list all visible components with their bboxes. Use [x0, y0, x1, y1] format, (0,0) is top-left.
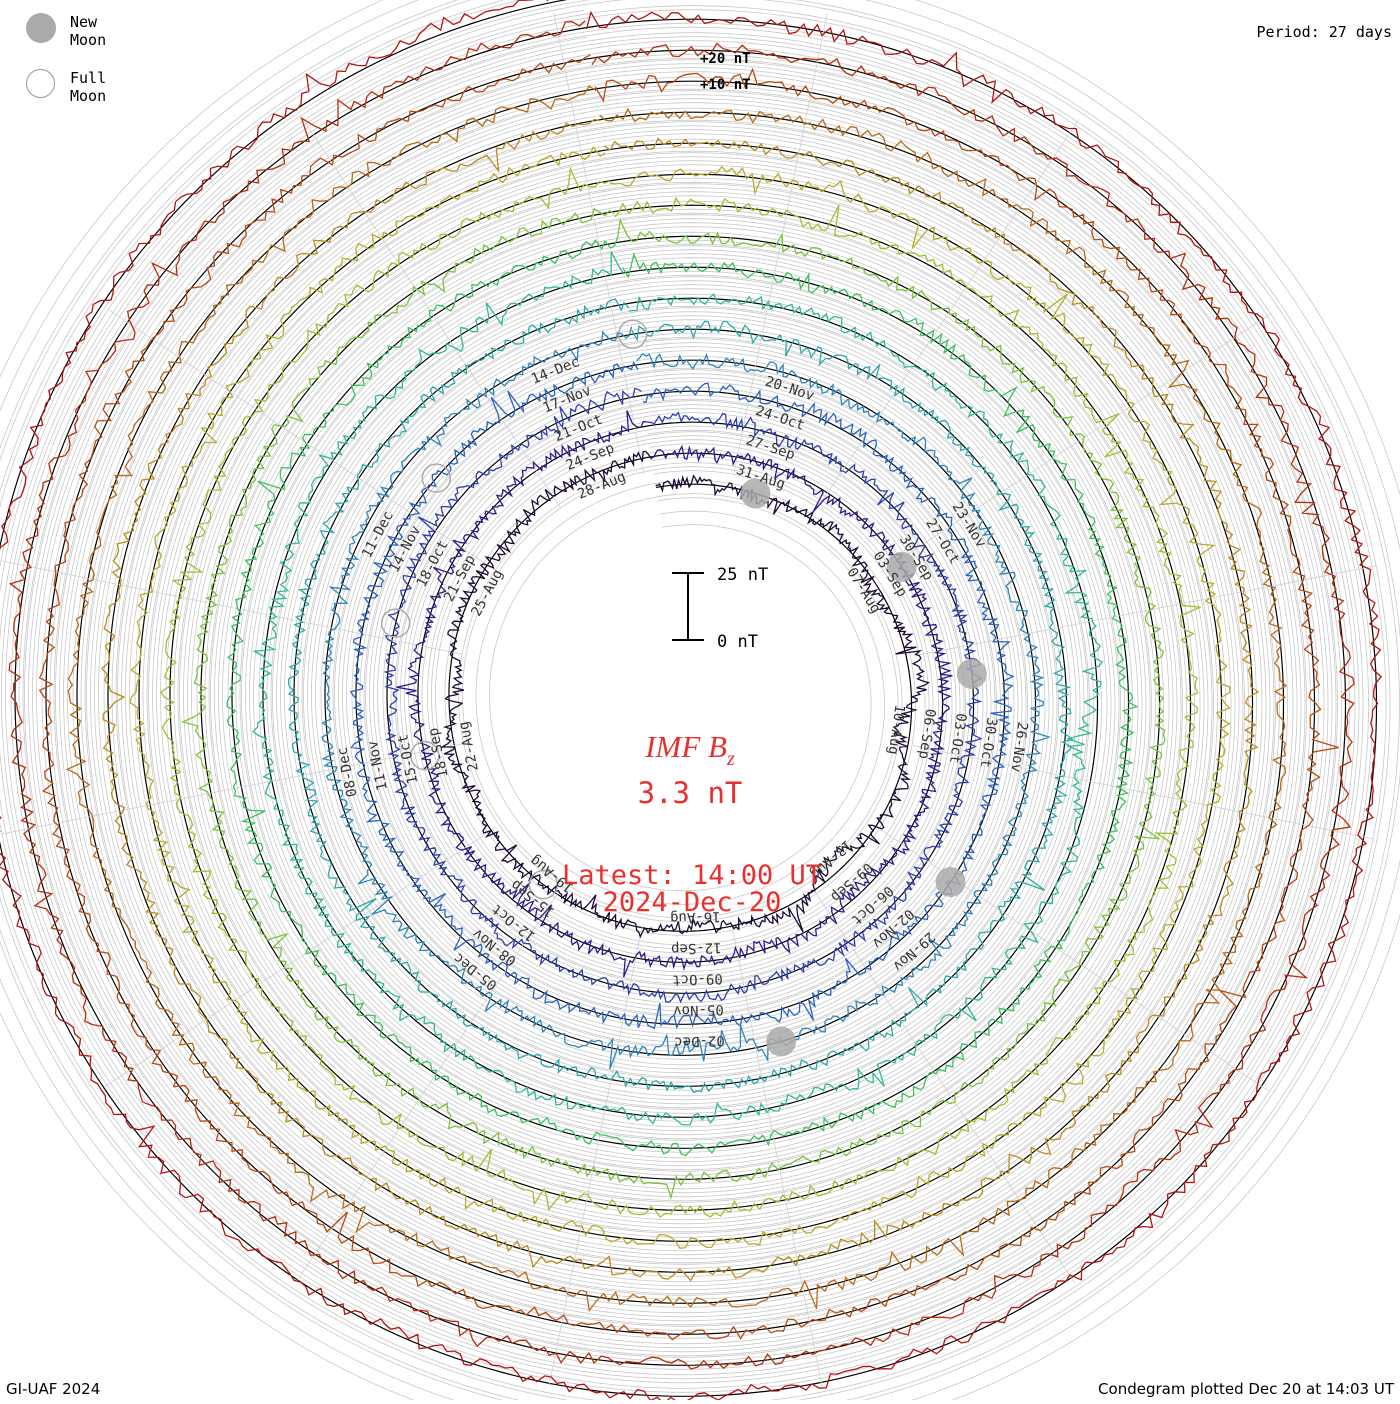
new-moon-marker	[886, 551, 917, 582]
full-moon-icon	[26, 69, 55, 98]
radial-spoke	[104, 826, 497, 1088]
radial-spoke	[879, 312, 1272, 574]
scale-bar-bottom-label: 0 nT	[717, 632, 758, 652]
radial-spoke	[816, 119, 1080, 510]
latest-time: Latest: 14:00 UT	[562, 860, 822, 891]
baseline-spiral	[0, 0, 1378, 1397]
radial-spoke	[548, 925, 643, 1387]
series-line-rotation-14	[38, 54, 1339, 1341]
chart-title-main: IMF B	[644, 729, 727, 764]
date-label: 10-Aug	[885, 703, 908, 755]
new-moon-marker	[740, 478, 771, 509]
new-moon-marker	[935, 867, 966, 898]
series-line-rotation-2	[396, 410, 953, 978]
date-label: 21-Oct	[552, 411, 605, 445]
chart-title-subscript: z	[726, 748, 735, 770]
grid-spiral	[0, 9, 1364, 1384]
radial-spoke	[300, 116, 562, 509]
date-label: 05-Nov	[673, 1001, 724, 1019]
date-label: 09-Oct	[672, 970, 723, 988]
date-label: 07-Aug	[843, 565, 883, 616]
new-moon-label: New Moon	[70, 13, 107, 49]
series-line-rotation-5	[321, 326, 1052, 1070]
radial-spoke	[733, 13, 828, 475]
full-moon-marker	[528, 869, 559, 900]
series-line-rotation-9	[180, 207, 1166, 1200]
date-label: 03-Oct	[946, 712, 969, 764]
date-label: 02-Dec	[674, 1032, 725, 1050]
full-moon-marker	[380, 608, 411, 638]
ref-label-plus10: +10 nT	[700, 77, 751, 93]
footer-plotted: Condegram plotted Dec 20 at 14:03 UT	[1098, 1380, 1394, 1398]
center-layer: 25 nT 0 nT IMF Bz 3.3 nT Latest: 14:00 U…	[562, 565, 822, 918]
footer-credit: GI-UAF 2024	[6, 1380, 101, 1398]
full-moon-label: Full Moon	[70, 69, 107, 105]
radial-spoke	[107, 308, 498, 572]
scale-bar-top-label: 25 nT	[717, 565, 768, 585]
series-line-rotation-6	[287, 298, 1074, 1094]
chart-title: IMF Bz	[644, 729, 735, 770]
ref-label-plus20: +20 nT	[700, 51, 751, 67]
period-label: Period: 27 days	[1256, 23, 1392, 41]
series-line-rotation-3	[383, 387, 983, 1004]
date-label: 12-Sep	[671, 939, 722, 957]
full-moon-marker	[421, 463, 452, 493]
series-line-rotation-13	[65, 85, 1288, 1313]
radial-spoke	[0, 743, 463, 835]
scale-bar: 25 nT 0 nT	[672, 565, 768, 652]
series-line-rotation-10	[159, 166, 1201, 1218]
date-label: 21-Sep	[441, 552, 479, 604]
radial-spoke	[913, 565, 1376, 657]
radial-spoke	[1, 560, 463, 655]
grid-spiral	[10, 23, 1350, 1370]
series-line-rotation-15	[8, 20, 1355, 1370]
series-line-rotation-11	[129, 145, 1231, 1249]
radial-spoke	[296, 890, 560, 1281]
current-value: 3.3 nT	[638, 776, 743, 810]
new-moon-icon	[26, 13, 56, 43]
radial-spoke	[814, 891, 1076, 1284]
date-label: 25-Aug	[468, 567, 506, 619]
radial-spoke	[731, 925, 823, 1388]
date-label: 27-Sep	[744, 432, 797, 463]
series-line-rotation-7	[252, 251, 1104, 1126]
date-label: 30-Oct	[977, 716, 1000, 768]
latest-date: 2024-Dec-20	[603, 887, 782, 918]
grid-spiral	[24, 36, 1337, 1357]
date-label: 11-Nov	[365, 739, 391, 792]
date-label: 11-Dec	[359, 509, 397, 561]
date-label: 16-Aug	[670, 908, 721, 926]
radial-spoke	[913, 745, 1375, 840]
full-moon-marker	[410, 740, 440, 771]
date-label: 26-Nov	[1007, 721, 1030, 773]
series-line-rotation-12	[101, 118, 1260, 1282]
reference-ring-labels: +20 nT +10 nT	[700, 51, 751, 93]
full-moon-marker	[617, 319, 648, 349]
new-moon-marker	[766, 1026, 797, 1057]
moon-layer	[380, 319, 987, 1057]
new-moon-marker	[956, 658, 987, 689]
date-label: 06-Sep	[915, 708, 938, 760]
series-line-rotation-8	[226, 235, 1139, 1157]
series-line-rotation-4	[349, 361, 1015, 1030]
series-line-rotation-1	[439, 450, 930, 939]
